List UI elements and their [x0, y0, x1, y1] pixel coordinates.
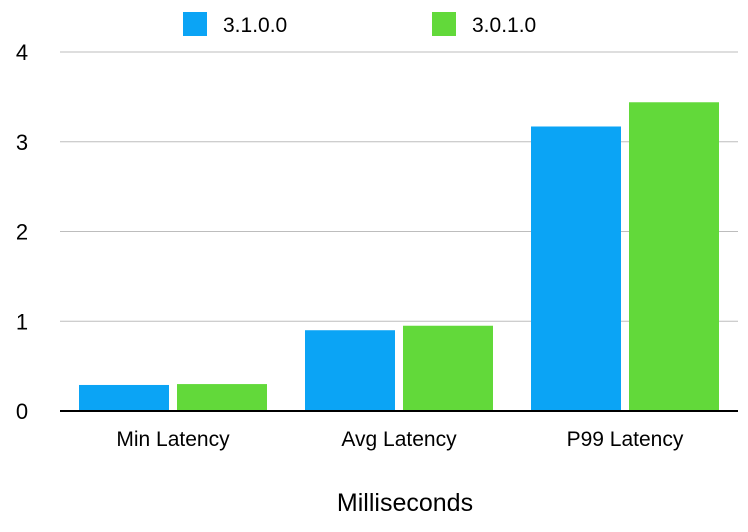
legend-swatch [432, 12, 456, 36]
gridlines [60, 51, 738, 322]
legend: 3.1.0.0 3.0.1.0 [183, 12, 536, 37]
bar-p99-latency-series-2 [629, 102, 719, 411]
bar-min-latency-series-1 [79, 384, 169, 411]
y-tick-label: 3 [16, 130, 28, 155]
x-category-label: Avg Latency [341, 428, 457, 451]
legend-label: 3.0.1.0 [472, 14, 536, 37]
bar-avg-latency-series-1 [305, 330, 395, 411]
bar-avg-latency-series-2 [403, 325, 493, 411]
legend-label: 3.1.0.0 [223, 14, 287, 37]
y-axis-ticks: 0 1 2 3 4 [16, 40, 28, 424]
y-tick-label: 1 [16, 309, 28, 334]
bar-min-latency-series-2 [177, 384, 267, 411]
x-category-label: P99 Latency [567, 428, 684, 451]
legend-swatch [183, 12, 207, 36]
x-axis-title: Milliseconds [337, 489, 473, 517]
bars [79, 102, 719, 412]
bar-p99-latency-series-1 [531, 126, 621, 412]
x-category-label: Min Latency [116, 428, 230, 451]
x-axis-categories: Min Latency Avg Latency P99 Latency [116, 428, 683, 451]
y-tick-label: 0 [16, 399, 28, 424]
y-tick-label: 4 [16, 40, 28, 65]
y-tick-label: 2 [16, 220, 28, 245]
